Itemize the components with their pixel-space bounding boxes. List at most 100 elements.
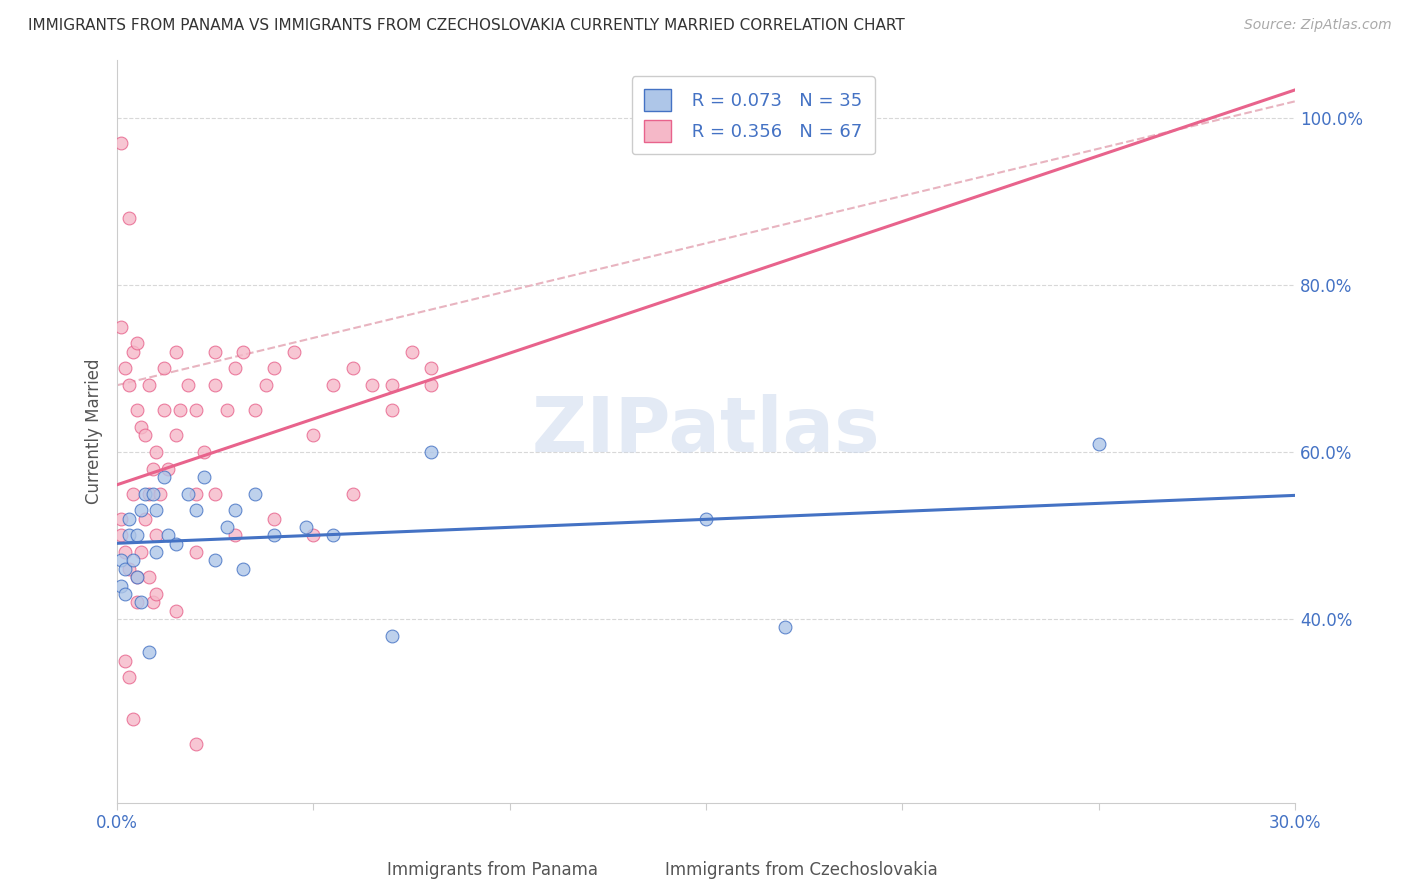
Point [110,512,132,526]
Point [165,604,187,618]
Point [122,344,145,359]
Point [134,486,156,500]
Point [145,545,167,559]
Point [217,520,239,534]
Point [138,378,160,392]
Point [381,403,404,417]
Point [322,378,344,392]
Point [193,445,215,459]
Point [695,512,717,526]
Point [224,528,246,542]
Point [145,445,167,459]
Point [153,361,176,376]
Point [157,528,180,542]
Point [243,486,266,500]
Point [165,344,187,359]
Point [381,629,404,643]
Point [118,211,141,226]
Point [420,445,443,459]
Point [361,378,384,392]
Point [129,420,152,434]
Point [129,545,152,559]
Point [138,570,160,584]
Point [141,595,163,609]
Point [114,361,136,376]
Point [110,528,132,542]
Point [177,486,200,500]
Point [118,378,141,392]
Point [184,503,207,517]
Y-axis label: Currently Married: Currently Married [86,359,103,504]
Point [283,344,305,359]
Point [342,486,364,500]
Point [118,562,141,576]
Point [165,428,187,442]
Point [122,486,145,500]
Point [134,428,156,442]
Point [217,403,239,417]
Point [129,503,152,517]
Point [110,319,132,334]
Point [125,403,148,417]
Text: Immigrants from Czechoslovakia: Immigrants from Czechoslovakia [665,861,938,879]
Legend:  R = 0.073   N = 35,  R = 0.356   N = 67: R = 0.073 N = 35, R = 0.356 N = 67 [631,76,875,154]
Point [125,570,148,584]
Point [232,562,254,576]
Point [263,528,285,542]
Point [118,670,141,684]
Text: Immigrants from Panama: Immigrants from Panama [387,861,598,879]
Point [141,486,163,500]
Point [134,512,156,526]
Point [141,461,163,475]
Point [118,512,141,526]
Point [169,403,191,417]
Point [232,344,254,359]
Point [204,344,226,359]
Point [114,654,136,668]
Point [129,595,152,609]
Point [184,737,207,751]
Point [420,361,443,376]
Point [157,461,180,475]
Point [243,403,266,417]
Point [165,537,187,551]
Point [125,595,148,609]
Point [114,562,136,576]
Point [204,486,226,500]
Point [381,378,404,392]
Point [204,378,226,392]
Text: IMMIGRANTS FROM PANAMA VS IMMIGRANTS FROM CZECHOSLOVAKIA CURRENTLY MARRIED CORRE: IMMIGRANTS FROM PANAMA VS IMMIGRANTS FRO… [28,18,905,33]
Point [138,486,160,500]
Point [224,503,246,517]
Point [145,503,167,517]
Point [145,587,167,601]
Point [149,486,172,500]
Point [110,553,132,567]
Text: ZIPatlas: ZIPatlas [531,394,880,468]
Point [224,361,246,376]
Point [263,361,285,376]
Point [125,570,148,584]
Point [184,545,207,559]
Point [114,545,136,559]
Point [420,378,443,392]
Point [153,403,176,417]
Point [263,512,285,526]
Text: Source: ZipAtlas.com: Source: ZipAtlas.com [1244,18,1392,32]
Point [401,344,423,359]
Point [254,378,277,392]
Point [138,645,160,659]
Point [184,486,207,500]
Point [110,578,132,592]
Point [302,528,325,542]
Point [122,553,145,567]
Point [125,528,148,542]
Point [294,520,316,534]
Point [118,528,141,542]
Point [322,528,344,542]
Point [773,620,796,634]
Point [153,470,176,484]
Point [114,587,136,601]
Point [302,428,325,442]
Point [184,403,207,417]
